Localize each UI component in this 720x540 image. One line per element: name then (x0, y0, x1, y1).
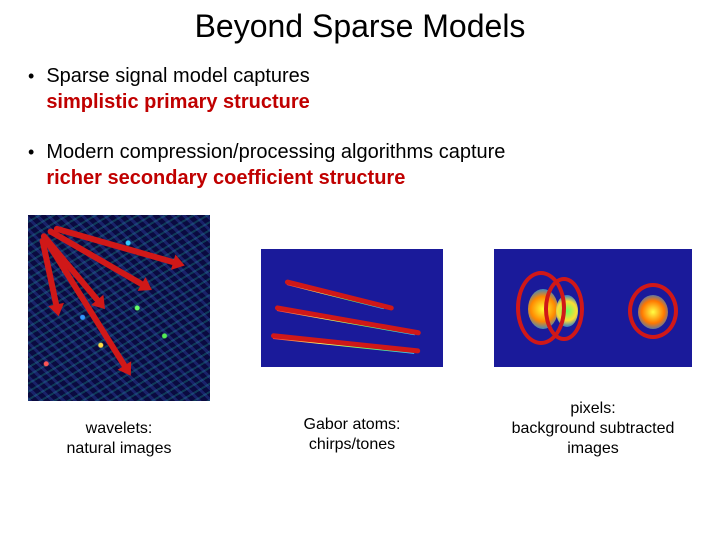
figure-3-caption-l1: pixels: (570, 400, 615, 417)
ellipse-icon (628, 283, 678, 339)
figure-1-caption-l2: natural images (67, 440, 172, 457)
bullet-2-bold: richer secondary coefficient structure (46, 167, 405, 189)
slash-icon (275, 305, 422, 336)
figure-1: wavelets: natural images (28, 215, 210, 459)
figure-3: pixels: background subtracted images (494, 249, 692, 459)
bullet-2: • Modern compression/processing algorith… (28, 139, 692, 191)
bullet-list: • Sparse signal model captures simplisti… (0, 63, 720, 191)
figure-3-caption: pixels: background subtracted images (512, 399, 675, 459)
figure-3-caption-l2: background subtracted (512, 420, 675, 437)
figure-2-caption-l1: Gabor atoms: (304, 416, 401, 433)
bullet-1-bold: simplistic primary structure (46, 91, 309, 113)
figure-2: Gabor atoms: chirps/tones (261, 249, 443, 455)
figure-2-image (261, 249, 443, 367)
slash-icon (284, 279, 394, 311)
figure-1-caption: wavelets: natural images (67, 419, 172, 459)
bullet-1-plain: Sparse signal model captures (46, 65, 309, 87)
figure-row: wavelets: natural images Gabor atoms: ch… (0, 215, 720, 459)
slide-title: Beyond Sparse Models (0, 0, 720, 63)
figure-2-caption-l2: chirps/tones (309, 436, 395, 453)
figure-3-image (494, 249, 692, 367)
bullet-dot-icon: • (28, 65, 34, 115)
ellipse-icon (544, 277, 584, 341)
slash-icon (271, 333, 421, 354)
figure-1-image (28, 215, 210, 401)
bullet-dot-icon: • (28, 141, 34, 191)
bullet-1: • Sparse signal model captures simplisti… (28, 63, 692, 115)
figure-1-caption-l1: wavelets: (86, 420, 153, 437)
bullet-2-plain: Modern compression/processing algorithms… (46, 141, 505, 163)
figure-3-caption-l3: images (567, 440, 619, 457)
figure-2-caption: Gabor atoms: chirps/tones (304, 415, 401, 455)
